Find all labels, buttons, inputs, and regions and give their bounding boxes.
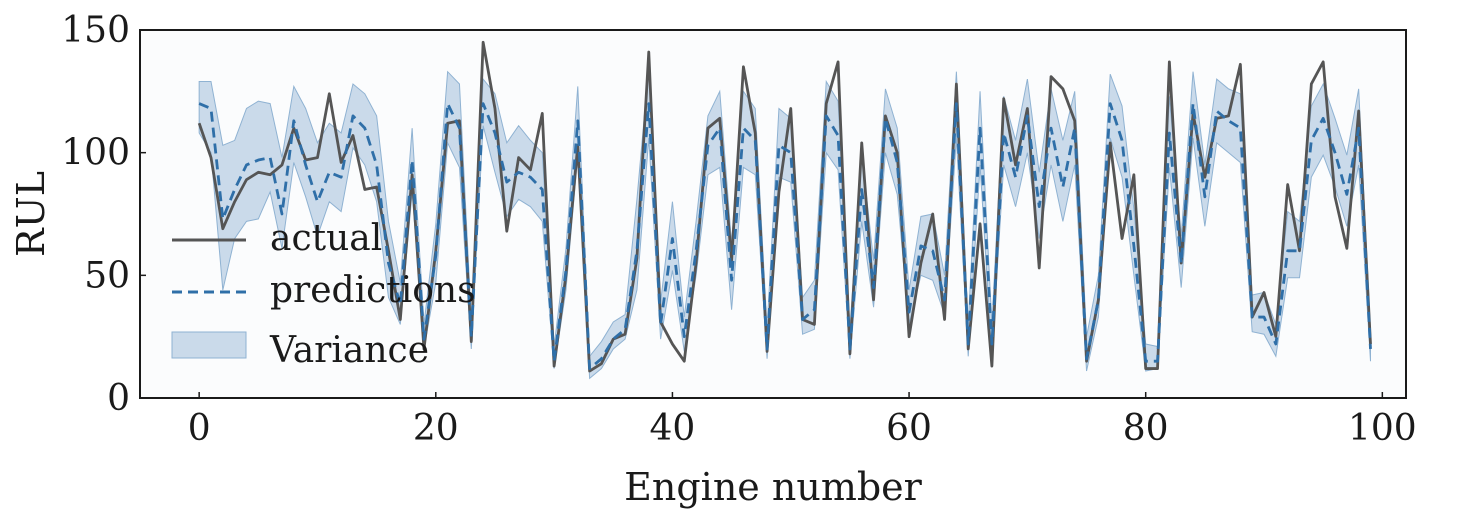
legend-variance-label: Variance xyxy=(269,330,429,371)
y-tick-label: 50 xyxy=(84,255,130,296)
x-tick-label: 20 xyxy=(413,408,459,449)
y-tick-label: 0 xyxy=(107,378,130,419)
x-tick-label: 60 xyxy=(886,408,932,449)
axis-ticks-layer: 0 20 40 60 80 100 0 50 100 150 xyxy=(61,10,1416,449)
x-axis-title: Engine number xyxy=(624,465,923,509)
x-tick-label: 0 xyxy=(188,408,211,449)
y-tick-label: 100 xyxy=(61,133,130,174)
legend: actual predictions Variance xyxy=(171,218,476,371)
x-tick-label: 80 xyxy=(1123,408,1169,449)
series-lines-layer xyxy=(197,40,1372,373)
predictions-line xyxy=(198,102,1372,370)
x-tick-label: 40 xyxy=(650,408,696,449)
legend-predictions-label: predictions xyxy=(270,270,476,311)
legend-variance-swatch xyxy=(171,331,247,359)
x-tick-label: 100 xyxy=(1348,408,1417,449)
legend-actual-label: actual xyxy=(270,218,382,259)
y-tick-label: 150 xyxy=(61,10,130,51)
y-axis-title: RUL xyxy=(9,171,53,257)
plot-frame xyxy=(139,29,1407,399)
